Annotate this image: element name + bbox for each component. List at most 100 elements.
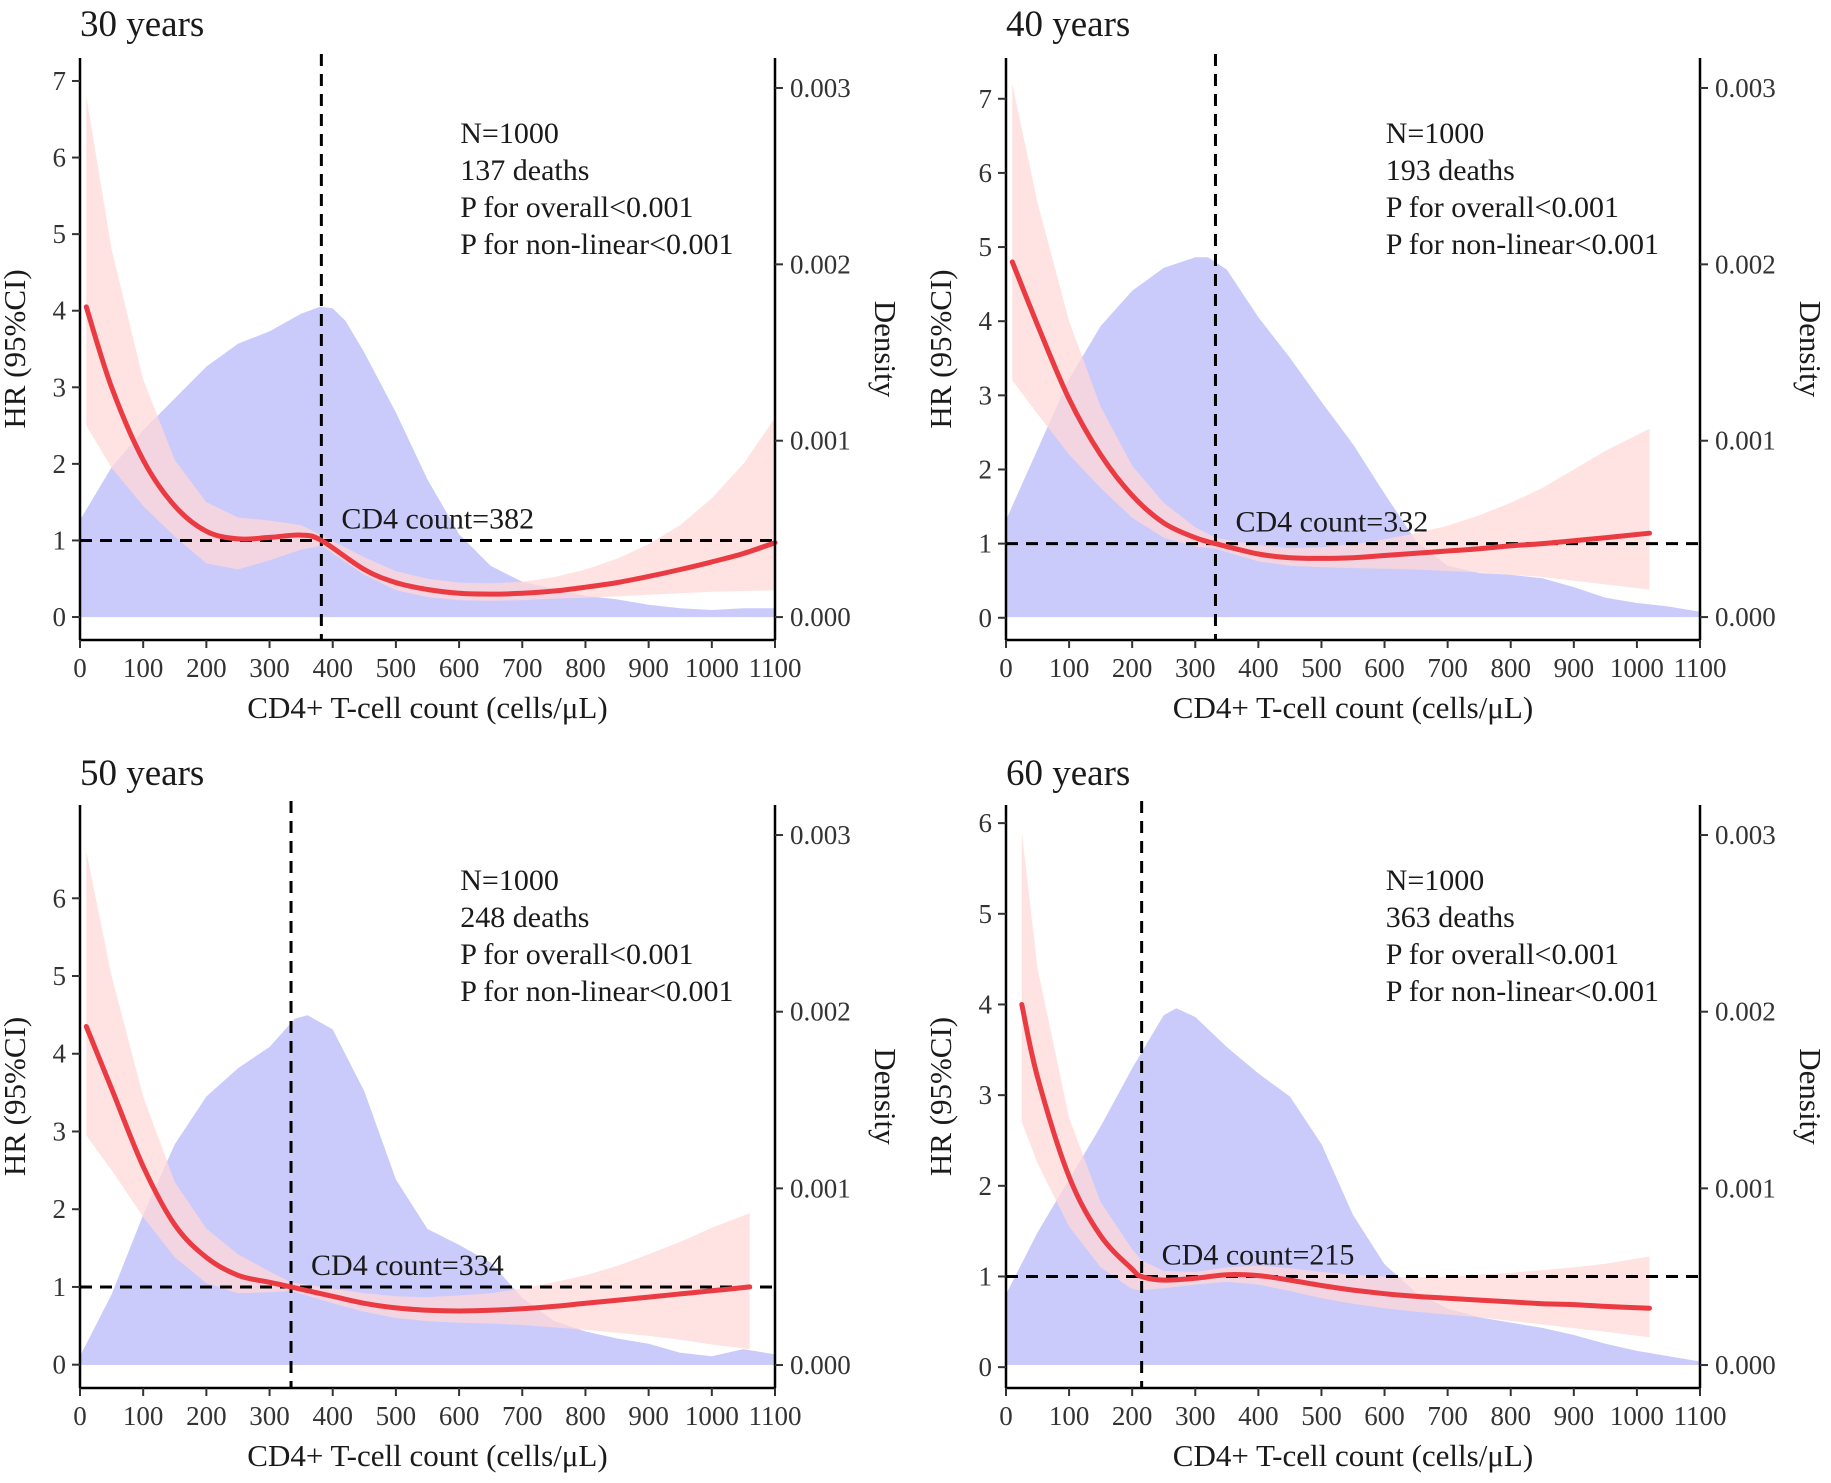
y-tick-label: 7 — [979, 84, 993, 114]
y-tick-label: 0 — [979, 1352, 993, 1382]
y-tick-label: 0 — [53, 602, 67, 632]
x-tick-label: 100 — [1049, 653, 1090, 683]
y-axis-title: HR (95%CI) — [923, 1017, 958, 1176]
y2-tick-label: 0.002 — [790, 997, 851, 1027]
y-tick-label: 3 — [53, 372, 67, 402]
x-tick-label: 700 — [502, 1401, 543, 1431]
annotation-line: 137 deaths — [460, 154, 589, 187]
x-tick-label: 100 — [1049, 1401, 1090, 1431]
annotation-line: P for overall<0.001 — [460, 191, 693, 224]
annotation-line: N=1000 — [1386, 117, 1485, 150]
x-tick-label: 800 — [1490, 653, 1531, 683]
x-tick-label: 0 — [999, 653, 1013, 683]
y2-tick-label: 0.003 — [1715, 73, 1776, 103]
x-tick-label: 200 — [1112, 653, 1153, 683]
x-tick-label: 600 — [1364, 1401, 1405, 1431]
x-tick-label: 500 — [376, 1401, 417, 1431]
y-tick-label: 0 — [979, 603, 993, 633]
x-axis-title: CD4+ T-cell count (cells/μL) — [247, 1438, 607, 1473]
panel-1: 0 100 200 300 400 500 600 700 800 900 1000 1100 0 1 2 3… — [0, 4, 903, 725]
y-tick-label: 7 — [53, 66, 67, 96]
cutoff-label: CD4 count=382 — [341, 502, 534, 535]
x-tick-label: 600 — [439, 1401, 480, 1431]
annotation-line: 363 deaths — [1386, 901, 1515, 934]
y2-tick-label: 0.003 — [1715, 820, 1776, 850]
annotation-line: P for non-linear<0.001 — [460, 228, 733, 261]
x-tick-label: 900 — [628, 653, 669, 683]
annotation-line: P for non-linear<0.001 — [460, 975, 733, 1008]
y-tick-label: 2 — [979, 1171, 993, 1201]
x-tick-label: 1000 — [685, 653, 739, 683]
x-tick-label: 1000 — [1610, 1401, 1664, 1431]
x-tick-label: 900 — [1554, 653, 1595, 683]
x-tick-label: 400 — [312, 653, 353, 683]
y-tick-label: 1 — [979, 529, 993, 559]
x-tick-label: 0 — [73, 653, 87, 683]
y2-tick-label: 0.000 — [1715, 1350, 1776, 1380]
x-tick-label: 300 — [249, 1401, 290, 1431]
y2-axis-title: Density — [1793, 301, 1828, 398]
panel-3: 0 100 200 300 400 500 600 700 800 900 1000 1100 0 1 2 3… — [0, 753, 903, 1473]
panel-title: 50 years — [80, 753, 204, 794]
x-tick-label: 600 — [1364, 653, 1405, 683]
y-tick-label: 2 — [53, 1194, 67, 1224]
hr-line — [1019, 1002, 1652, 1311]
x-tick-label: 800 — [565, 653, 606, 683]
y2-tick-label: 0.001 — [1715, 1173, 1776, 1203]
y-tick-label: 2 — [979, 454, 993, 484]
y-tick-label: 1 — [53, 525, 67, 555]
x-axis-title: CD4+ T-cell count (cells/μL) — [1173, 1438, 1533, 1473]
y2-axis-title: Density — [868, 1048, 903, 1145]
x-tick-label: 100 — [123, 653, 164, 683]
ci-ribbon — [86, 96, 776, 601]
cutoff-label: CD4 count=215 — [1162, 1238, 1355, 1271]
x-tick-label: 600 — [439, 653, 480, 683]
y-tick-label: 0 — [53, 1350, 67, 1380]
y-tick-label: 1 — [53, 1272, 67, 1302]
y-axis-title: HR (95%CI) — [0, 269, 32, 428]
annotation-line: P for overall<0.001 — [1386, 938, 1619, 971]
y-tick-label: 3 — [53, 1116, 67, 1146]
y-tick-label: 6 — [53, 883, 67, 913]
y2-tick-label: 0.002 — [790, 249, 851, 279]
y-tick-label: 5 — [979, 899, 993, 929]
x-tick-label: 500 — [376, 653, 417, 683]
annotation-line: 248 deaths — [460, 901, 589, 934]
panel-2: 0 100 200 300 400 500 600 700 800 900 1000 1100 0 1 2 3… — [923, 4, 1828, 725]
y2-tick-label: 0.000 — [790, 1350, 851, 1380]
x-tick-label: 300 — [1175, 1401, 1216, 1431]
x-tick-label: 900 — [1554, 1401, 1595, 1431]
annotation-line: P for overall<0.001 — [1386, 191, 1619, 224]
ci-ribbon — [1021, 832, 1650, 1338]
x-tick-label: 0 — [999, 1401, 1013, 1431]
panel-title: 40 years — [1006, 4, 1130, 45]
y2-tick-label: 0.001 — [1715, 426, 1776, 456]
y-tick-label: 6 — [979, 808, 993, 838]
cutoff-label: CD4 count=332 — [1235, 506, 1428, 539]
x-tick-label: 400 — [1238, 1401, 1279, 1431]
y-tick-label: 3 — [979, 380, 993, 410]
x-tick-label: 400 — [312, 1401, 353, 1431]
y-tick-label: 2 — [53, 449, 67, 479]
x-tick-label: 800 — [565, 1401, 606, 1431]
y2-tick-label: 0.000 — [1715, 602, 1776, 632]
y2-tick-label: 0.002 — [1715, 997, 1776, 1027]
y-tick-label: 3 — [979, 1080, 993, 1110]
x-tick-label: 800 — [1490, 1401, 1531, 1431]
annotation-line: N=1000 — [1386, 864, 1485, 897]
y-tick-label: 5 — [979, 232, 993, 262]
annotation-line: P for non-linear<0.001 — [1386, 975, 1659, 1008]
x-tick-label: 0 — [73, 1401, 87, 1431]
x-tick-label: 300 — [249, 653, 290, 683]
x-tick-label: 1100 — [749, 653, 802, 683]
y2-axis-title: Density — [1793, 1048, 1828, 1145]
annotation-line: 193 deaths — [1386, 154, 1515, 187]
y-tick-label: 4 — [53, 1039, 67, 1069]
x-tick-label: 900 — [628, 1401, 669, 1431]
x-tick-label: 200 — [186, 653, 227, 683]
x-axis-title: CD4+ T-cell count (cells/μL) — [1173, 690, 1533, 725]
x-tick-label: 300 — [1175, 653, 1216, 683]
annotation-line: N=1000 — [460, 864, 559, 897]
ci-ribbon — [86, 851, 750, 1350]
